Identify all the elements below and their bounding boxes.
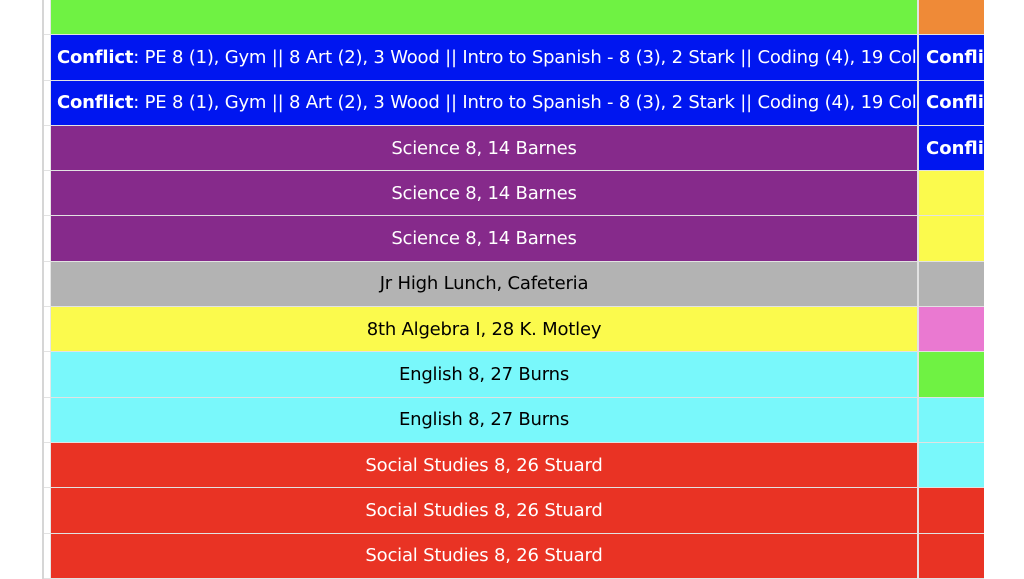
schedule-cell[interactable]: Conflict: PE 8 (1), Gym || 8 Art (2), 3 …	[51, 80, 919, 125]
adjacent-schedule-cell[interactable]	[919, 307, 984, 352]
adjacent-schedule-cell[interactable]	[919, 0, 984, 35]
cell-text: Jr High Lunch, Cafeteria	[379, 273, 589, 295]
schedule-row: 8th Algebra I, 28 K. Motley	[44, 307, 984, 353]
row-gutter	[44, 307, 51, 352]
schedule-row: Science 8, 14 Barnes Conflic	[44, 125, 984, 172]
cell-text: : PE 8 (1), Gym || 8 Art (2), 3 Wood || …	[133, 46, 919, 68]
schedule-cell[interactable]: Social Studies 8, 26 Stuard	[51, 488, 919, 533]
row-gutter	[44, 442, 51, 488]
row-gutter	[44, 216, 51, 261]
schedule-cell[interactable]: Conflict: PE 8 (1), Gym || 8 Art (2), 3 …	[51, 35, 919, 80]
cell-text: : PE 8 (1), Gym || 8 Art (2), 3 Wood || …	[133, 92, 919, 114]
conflict-label: Conflict	[57, 46, 134, 68]
adjacent-schedule-cell[interactable]	[919, 442, 984, 488]
row-gutter	[44, 0, 51, 35]
schedule-row: English 8, 27 Burns	[44, 397, 984, 443]
adjacent-schedule-cell[interactable]	[919, 488, 984, 533]
row-gutter	[44, 352, 51, 397]
cell-text: Science 8, 14 Barnes	[391, 182, 577, 204]
adjacent-schedule-cell[interactable]	[919, 397, 984, 442]
cell-text: Science 8, 14 Barnes	[391, 228, 577, 250]
schedule-row: Jr High Lunch, Cafeteria	[44, 261, 984, 308]
schedule-row: Conflict: PE 8 (1), Gym || 8 Art (2), 3 …	[44, 35, 984, 81]
schedule-cell[interactable]: 8th Algebra I, 28 K. Motley	[51, 307, 919, 352]
schedule-row: Social Studies 8, 26 Stuard	[44, 533, 984, 579]
adjacent-schedule-cell[interactable]	[919, 261, 984, 307]
adjacent-schedule-cell[interactable]: Conflic	[919, 80, 984, 125]
schedule-cell[interactable]: Social Studies 8, 26 Stuard	[51, 442, 919, 488]
conflict-label: Conflic	[926, 92, 984, 114]
adjacent-schedule-cell[interactable]	[919, 533, 984, 578]
row-gutter	[44, 35, 51, 80]
schedule-row: Social Studies 8, 26 Stuard	[44, 442, 984, 489]
schedule-cell[interactable]: Science 8, 14 Barnes	[51, 216, 919, 261]
schedule-row: Science 8, 14 Barnes	[44, 171, 984, 217]
cell-text: Science 8, 14 Barnes	[391, 137, 577, 159]
schedule-grid: Conflict: PE 8 (1), Gym || 8 Art (2), 3 …	[42, 0, 984, 579]
schedule-cell[interactable]: Science 8, 14 Barnes	[51, 125, 919, 171]
row-gutter	[44, 171, 51, 216]
cell-text: Social Studies 8, 26 Stuard	[365, 454, 603, 476]
schedule-cell[interactable]: Science 8, 14 Barnes	[51, 171, 919, 216]
schedule-cell[interactable]: English 8, 27 Burns	[51, 352, 919, 397]
row-gutter	[44, 261, 51, 307]
adjacent-schedule-cell[interactable]: Conflic	[919, 125, 984, 171]
schedule-cell[interactable]: Social Studies 8, 26 Stuard	[51, 533, 919, 578]
schedule-row: Science 8, 14 Barnes	[44, 216, 984, 262]
cell-text: Social Studies 8, 26 Stuard	[365, 545, 603, 567]
cell-text: 8th Algebra I, 28 K. Motley	[366, 318, 602, 340]
schedule-cell[interactable]	[51, 0, 919, 35]
schedule-row: Conflict: PE 8 (1), Gym || 8 Art (2), 3 …	[44, 80, 984, 126]
cell-text: Social Studies 8, 26 Stuard	[365, 499, 603, 521]
row-gutter	[44, 533, 51, 578]
row-gutter	[44, 488, 51, 533]
schedule-cell[interactable]: English 8, 27 Burns	[51, 397, 919, 442]
cell-text: English 8, 27 Burns	[398, 364, 570, 386]
adjacent-schedule-cell[interactable]	[919, 352, 984, 397]
conflict-label: Conflic	[926, 137, 984, 159]
adjacent-schedule-cell[interactable]	[919, 171, 984, 216]
adjacent-schedule-cell[interactable]	[919, 216, 984, 261]
schedule-row: Social Studies 8, 26 Stuard	[44, 488, 984, 534]
cell-text: English 8, 27 Burns	[398, 409, 570, 431]
row-gutter	[44, 397, 51, 442]
conflict-label: Conflic	[926, 46, 984, 68]
schedule-cell[interactable]: Jr High Lunch, Cafeteria	[51, 261, 919, 307]
conflict-label: Conflict	[57, 92, 134, 114]
schedule-row: English 8, 27 Burns	[44, 352, 984, 398]
row-gutter	[44, 80, 51, 125]
adjacent-schedule-cell[interactable]: Conflic	[919, 35, 984, 80]
row-gutter	[44, 125, 51, 171]
schedule-row	[44, 0, 984, 36]
